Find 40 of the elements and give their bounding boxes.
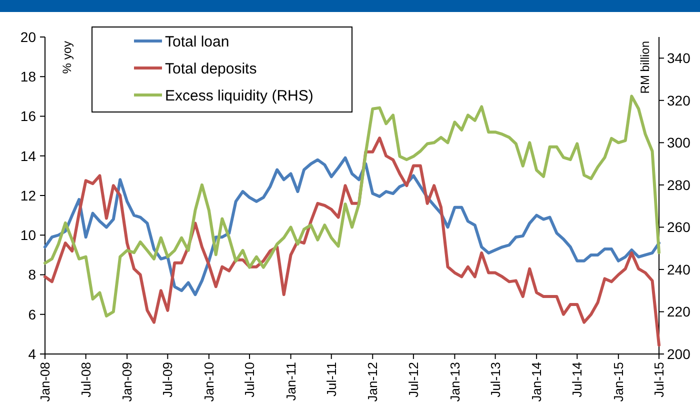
y-tick-label: 14	[20, 148, 36, 164]
y-tick-label: 20	[20, 28, 36, 45]
legend-label: Total deposits	[165, 60, 257, 78]
x-tick-label: Jul-08	[78, 362, 94, 398]
x-tick-label: Jul-10	[242, 362, 258, 398]
line-series	[44, 156, 660, 296]
x-tick-label: Jan-12	[365, 362, 380, 402]
x-tick-label: Jan-13	[447, 362, 462, 402]
x-tick-label: Jul-13	[488, 362, 503, 398]
legend-label: Total loan	[165, 33, 230, 50]
x-tick-label: Jan-15	[610, 362, 626, 402]
y-tick-label: 10	[20, 227, 36, 244]
y-tick-label: 12	[20, 187, 36, 204]
y2-tick-label: 240	[667, 261, 691, 278]
y2-tick-label: 320	[667, 92, 691, 108]
x-tick-label: Jul-11	[324, 362, 339, 396]
y2-tick-label: 300	[667, 134, 691, 151]
y2-tick-label: 340	[667, 50, 691, 66]
x-tick-label: Jul-15	[652, 362, 667, 398]
y2-tick-label: 200	[667, 346, 691, 362]
y-tick-label: 4	[28, 346, 36, 362]
y2-axis-title: RM billion	[638, 41, 652, 94]
y-tick-label: 6	[28, 306, 36, 322]
y-tick-label: 16	[20, 108, 36, 124]
y-axis-title: % yoy	[60, 41, 74, 74]
x-tick-label: Jan-10	[201, 362, 216, 402]
x-tick-label: Jul-12	[406, 362, 421, 398]
x-tick-label: Jan-09	[120, 362, 135, 402]
x-tick-label: Jan-11	[283, 362, 298, 401]
legend-label: Excess liquidity (RHS)	[165, 87, 314, 104]
x-tick-label: Jan-08	[38, 362, 53, 402]
line-series	[44, 136, 660, 347]
x-tick-label: Jan-14	[529, 362, 544, 402]
y2-tick-label: 220	[667, 304, 691, 320]
y2-tick-label: 260	[667, 219, 691, 236]
x-tick-label: Jul-14	[570, 362, 585, 398]
y-tick-label: 18	[20, 68, 36, 85]
y2-tick-label: 280	[667, 176, 691, 193]
x-tick-label: Jul-09	[160, 362, 176, 398]
y-tick-label: 8	[28, 266, 36, 283]
